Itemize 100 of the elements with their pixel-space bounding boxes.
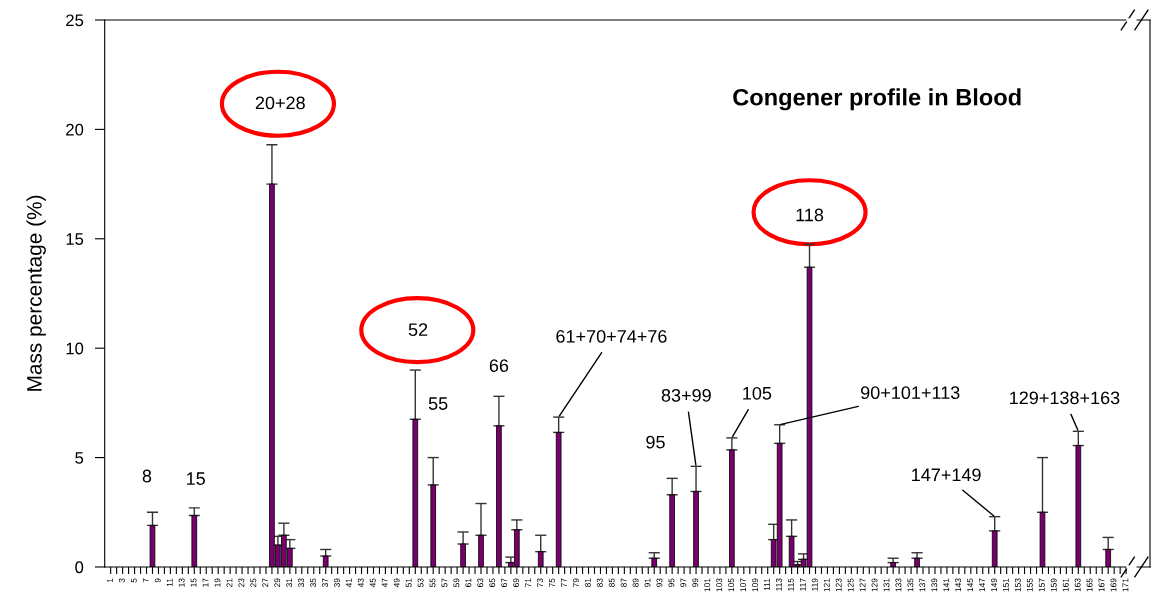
x-tick-label: 73	[537, 578, 543, 587]
x-tick-label: 119	[811, 578, 818, 591]
x-tick-label: 107	[740, 578, 747, 592]
x-tick-label: 167	[1098, 578, 1105, 592]
x-tick-label: 81	[584, 578, 591, 587]
x-tick-label: 115	[788, 578, 794, 591]
x-tick-label: 169	[1110, 578, 1117, 592]
y-tick-label: 5	[75, 452, 84, 464]
x-tick-label: 49	[393, 578, 400, 588]
x-tick-label: 143	[955, 578, 962, 592]
x-tick-label: 157	[1038, 578, 1045, 592]
y-tick-label: 10	[66, 342, 84, 355]
x-tick-label: 69	[513, 578, 520, 587]
x-tick-label: 35	[310, 578, 316, 588]
x-tick-label: 7	[142, 578, 149, 583]
x-tick-label: 79	[572, 578, 579, 587]
text: Congener profile in Blood	[733, 88, 1021, 111]
x-tick-label: 117	[799, 578, 806, 591]
x-tick-label: 77	[561, 578, 567, 587]
annotation: 20+28	[255, 96, 305, 110]
x-tick-label: 41	[346, 578, 352, 588]
y-tick-label: 20	[66, 123, 84, 136]
y-tick-label: 0	[75, 561, 84, 574]
x-tick-label: 171	[1122, 578, 1129, 592]
annotation: 95	[646, 435, 665, 449]
x-tick-label: 61	[465, 578, 472, 587]
x-tick-label: 161	[1062, 578, 1069, 592]
x-tick-label: 3	[118, 578, 125, 583]
x-tick-label: 33	[298, 578, 305, 588]
x-tick-label: 133	[895, 578, 902, 592]
x-tick-label: 99	[692, 578, 699, 587]
x-tick-label: 5	[130, 578, 137, 583]
x-tick-label: 55	[429, 578, 436, 588]
x-tick-label: 65	[489, 578, 496, 587]
x-tick-label: 29	[274, 578, 281, 587]
x-tick-label: 43	[357, 578, 364, 588]
x-tick-label: 113	[776, 578, 782, 591]
x-tick-label: 153	[1014, 578, 1021, 592]
x-tick-label: 93	[656, 578, 663, 587]
x-tick-label: 85	[608, 578, 615, 587]
x-tick-label: 71	[525, 578, 531, 587]
y-axis-title: Mass percentage (%)	[26, 195, 46, 391]
x-tick-label: 151	[1003, 578, 1009, 592]
y-tick-label: 15	[66, 233, 84, 245]
annotation: 55	[428, 397, 448, 410]
x-tick-label: 149	[991, 578, 997, 592]
annotation: 52	[408, 323, 428, 337]
x-tick-label: 27	[262, 578, 269, 587]
annotation: 90+101+113	[861, 386, 960, 400]
x-tick-label: 163	[1074, 578, 1081, 592]
x-tick-label: 11	[166, 578, 173, 587]
x-tick-label: 21	[226, 578, 233, 587]
x-tick-label: 141	[943, 578, 950, 592]
x-tick-label: 123	[835, 578, 842, 592]
x-tick-label: 23	[238, 578, 245, 587]
x-tick-label: 9	[154, 578, 161, 583]
x-tick-label: 89	[632, 578, 639, 587]
x-tick-label: 59	[453, 578, 460, 588]
x-tick-label: 53	[417, 578, 424, 588]
x-tick-label: 31	[286, 578, 293, 588]
annotation: 66	[489, 359, 509, 372]
x-tick-label: 47	[381, 578, 388, 588]
x-tick-label: 87	[620, 578, 627, 587]
x-tick-label: 129	[871, 578, 878, 592]
x-tick-label: 165	[1086, 578, 1093, 592]
x-tick-label: 95	[668, 578, 675, 587]
x-tick-label: 51	[405, 578, 412, 588]
y-tick-label: 25	[66, 14, 84, 27]
x-tick-label: 91	[644, 578, 651, 587]
x-tick-label: 13	[178, 578, 185, 587]
annotation: 147+149	[912, 468, 981, 482]
x-tick-label: 109	[752, 578, 759, 592]
x-tick-label: 105	[728, 578, 735, 592]
x-tick-label: 39	[333, 578, 340, 588]
x-tick-label: 131	[883, 578, 890, 592]
annotation: 15	[187, 472, 205, 485]
x-tick-label: 45	[369, 578, 376, 588]
x-tick-label: 63	[477, 578, 484, 587]
x-tick-label: 121	[823, 578, 830, 592]
x-tick-label: 135	[907, 578, 914, 592]
x-tick-label: 145	[967, 578, 974, 592]
x-tick-label: 137	[919, 578, 926, 592]
x-tick-label: 1	[107, 578, 113, 583]
x-tick-label: 103	[716, 578, 723, 592]
x-tick-label: 97	[680, 578, 687, 587]
annotation: 129+138+163	[1010, 391, 1120, 405]
x-tick-label: 57	[441, 578, 448, 588]
x-tick-label: 37	[322, 578, 328, 588]
x-tick-label: 17	[202, 578, 209, 587]
x-tick-label: 125	[847, 578, 854, 592]
x-tick-label: 127	[859, 578, 866, 592]
x-tick-label: 25	[250, 578, 257, 587]
annotation: 61+70+74+76	[556, 330, 667, 343]
x-tick-label: 101	[704, 578, 711, 592]
x-tick-label: 67	[501, 578, 508, 587]
annotation: 118	[796, 208, 824, 222]
x-tick-label: 19	[214, 578, 221, 587]
x-tick-label: 111	[764, 578, 770, 591]
x-tick-label: 15	[190, 578, 197, 587]
x-tick-label: 83	[596, 578, 603, 587]
